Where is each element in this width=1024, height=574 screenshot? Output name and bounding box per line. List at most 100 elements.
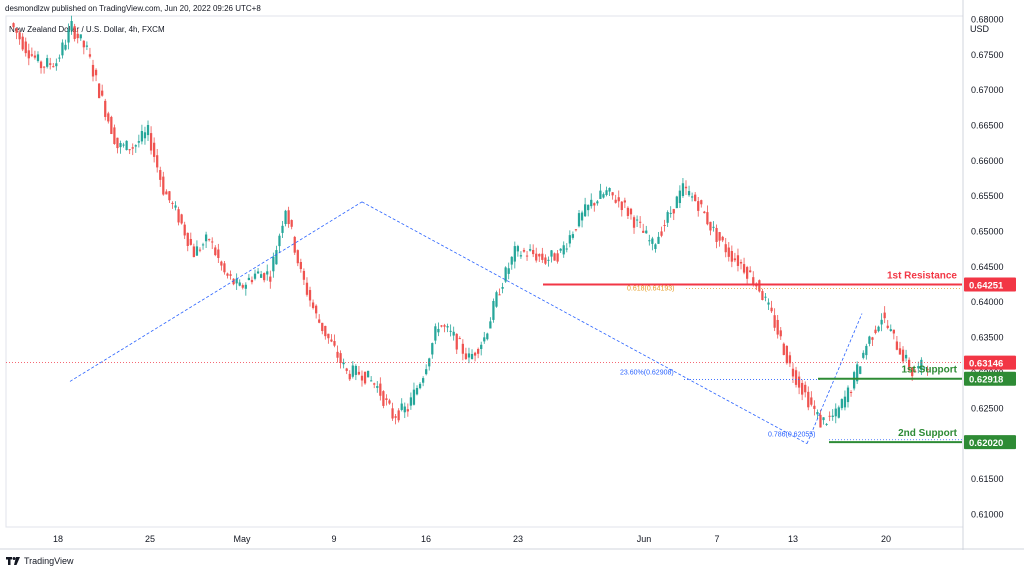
y-tick-label: 0.65000 xyxy=(971,227,1004,237)
candle-body xyxy=(122,144,125,146)
candle-body xyxy=(767,302,770,305)
candle-body xyxy=(538,254,541,257)
candle-body xyxy=(577,213,581,227)
candle-body xyxy=(886,325,889,328)
candle-body xyxy=(363,371,367,384)
candle-body xyxy=(61,42,64,56)
candle-body xyxy=(415,387,419,395)
candle-body xyxy=(302,270,306,280)
y-tick-label: 0.68000 xyxy=(971,15,1004,25)
candle-body xyxy=(675,196,678,209)
candle-body xyxy=(733,258,737,261)
candle-body xyxy=(599,190,602,199)
candle-body xyxy=(79,34,82,39)
candle-body xyxy=(480,344,483,350)
candle-body xyxy=(911,367,914,377)
candle-body xyxy=(351,365,354,377)
candle-body xyxy=(149,133,153,151)
candle-body xyxy=(645,230,648,234)
candle-body xyxy=(724,244,727,253)
candle-body xyxy=(828,415,831,417)
x-tick-label: 7 xyxy=(714,534,719,544)
candle-body xyxy=(871,337,874,340)
candle-body xyxy=(67,29,70,43)
candle-body xyxy=(235,278,238,284)
candle-body xyxy=(437,328,440,333)
candle-body xyxy=(373,383,376,385)
candle-body xyxy=(868,336,871,344)
candle-body xyxy=(495,292,498,307)
candle-body xyxy=(27,50,30,59)
candle-body xyxy=(605,190,608,195)
price-tag xyxy=(964,277,1016,292)
candle-body xyxy=(614,199,617,203)
candle-body xyxy=(593,203,596,206)
candle-body xyxy=(354,365,358,375)
candle-body xyxy=(849,391,853,393)
candle-body xyxy=(788,355,792,364)
candle-body xyxy=(840,399,844,409)
candle-body xyxy=(547,259,550,261)
candle-body xyxy=(532,249,535,255)
candle-body xyxy=(305,282,309,295)
candle-body xyxy=(470,353,474,360)
candle-body xyxy=(125,140,128,151)
candle-body xyxy=(639,221,642,223)
candle-body xyxy=(330,339,333,342)
y-tick-label: 0.62500 xyxy=(971,403,1004,413)
candle-body xyxy=(642,230,645,233)
candle-body xyxy=(42,66,46,68)
candle-body xyxy=(477,348,480,354)
price-tag xyxy=(964,371,1016,386)
candle-body xyxy=(504,267,507,282)
candle-body xyxy=(339,353,342,363)
candle-body xyxy=(443,325,446,327)
candle-body xyxy=(318,319,321,323)
candle-body xyxy=(883,312,886,319)
chart-title: New Zealand Dollar / U.S. Dollar, 4h, FX… xyxy=(9,25,165,34)
candle-body xyxy=(498,294,501,296)
x-tick-label: 13 xyxy=(788,534,798,544)
candle-body xyxy=(183,224,186,236)
candle-body xyxy=(259,274,263,278)
candle-body xyxy=(813,405,816,409)
candle-body xyxy=(807,391,810,408)
candle-body xyxy=(266,271,269,275)
candle-body xyxy=(880,319,883,325)
candle-body xyxy=(204,234,208,242)
candle-body xyxy=(697,201,700,211)
candle-body xyxy=(143,132,147,139)
candle-body xyxy=(617,197,620,202)
candle-body xyxy=(562,245,565,255)
candle-body xyxy=(153,142,156,157)
x-tick-label: 18 xyxy=(53,534,63,544)
current-price-label: 0.63146 xyxy=(969,359,1003,370)
candle-body xyxy=(651,238,654,244)
x-tick-label: 16 xyxy=(421,534,431,544)
candle-body xyxy=(342,362,345,365)
tradingview-logo-icon xyxy=(6,557,20,565)
candle-body xyxy=(272,256,275,272)
candle-body xyxy=(666,212,669,223)
candle-body xyxy=(315,305,318,314)
candle-body xyxy=(785,345,788,364)
level-label: 2nd Support xyxy=(898,428,958,439)
price-tag-label: 0.62918 xyxy=(969,375,1003,386)
candle-body xyxy=(140,131,144,142)
candle-body xyxy=(703,211,706,214)
candle-body xyxy=(418,383,422,389)
candle-body xyxy=(541,253,544,260)
candle-body xyxy=(467,353,471,358)
candle-body xyxy=(528,249,532,251)
candle-body xyxy=(360,375,364,381)
candle-body xyxy=(30,54,33,56)
candle-body xyxy=(908,359,911,371)
candle-body xyxy=(516,246,520,252)
candle-body xyxy=(635,219,639,221)
candle-body xyxy=(397,410,400,421)
y-tick-label: 0.63500 xyxy=(971,333,1004,343)
candle-body xyxy=(311,302,315,308)
candle-body xyxy=(556,253,559,262)
candle-body xyxy=(489,321,492,329)
